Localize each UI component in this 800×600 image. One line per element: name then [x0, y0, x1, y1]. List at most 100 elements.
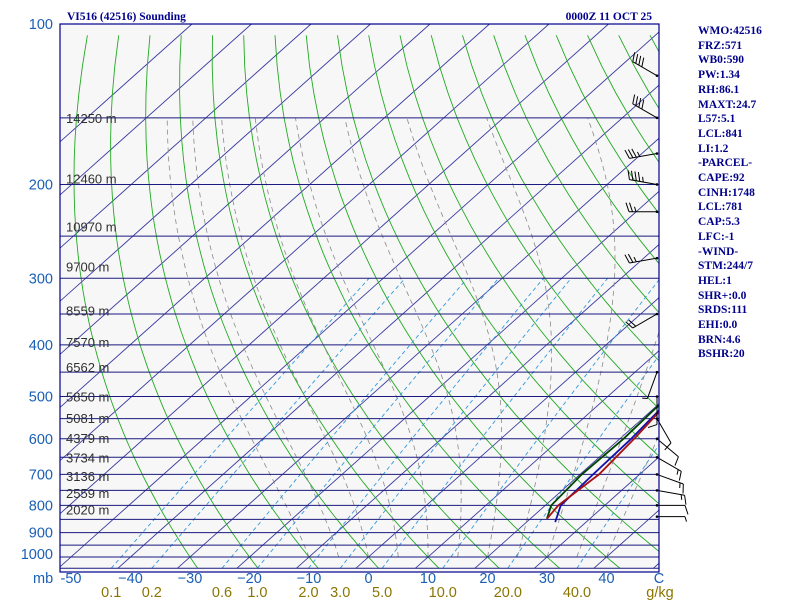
stat-line: -WIND- — [698, 245, 739, 258]
moist-adiabat — [486, 117, 552, 558]
mixing-ratio-line — [308, 278, 544, 569]
mixing-ratio-line — [381, 278, 608, 569]
stat-line: -PARCEL- — [698, 157, 753, 170]
mixing-ratio-line — [151, 278, 406, 569]
mixing-ratio-label: 3.0 — [330, 585, 350, 600]
mixing-ratio-line — [576, 444, 659, 569]
mixing-ratio-line — [110, 277, 370, 569]
height-label: 3136 m — [66, 469, 109, 484]
moist-adiabat — [192, 117, 340, 558]
pressure-tick-label: 300 — [29, 271, 53, 287]
height-label: 5081 m — [66, 411, 109, 426]
dry-adiabat — [493, 35, 659, 314]
height-label: 7570 m — [66, 335, 109, 350]
isotherm-line — [177, 137, 659, 569]
temperature-trace-line — [546, 410, 659, 520]
mixing-ratio-line — [221, 278, 468, 569]
dry-adiabat — [524, 35, 659, 265]
pressure-tick-label: 700 — [29, 467, 53, 483]
plot-area — [60, 24, 659, 569]
stat-line: LFC:-1 — [698, 230, 735, 243]
height-label: 9700 m — [66, 259, 109, 274]
wind-barb — [655, 504, 689, 515]
mixing-ratio-line — [339, 278, 572, 569]
wind-barb — [655, 437, 679, 466]
stat-line: LCL:841 — [698, 127, 743, 140]
isotherm-line — [534, 456, 659, 569]
isotherm-line — [60, 24, 312, 249]
temperature-tick-label: −20 — [237, 571, 262, 587]
valid-time: 0000Z 11 OCT 25 — [566, 11, 653, 23]
stat-line: PW:1.34 — [698, 69, 740, 82]
height-label: 10970 m — [66, 220, 117, 235]
stat-line: BSHR:20 — [698, 348, 745, 361]
pressure-tick-label: 800 — [29, 498, 53, 514]
chart-title: VI516 (42516) Sounding — [67, 11, 186, 23]
temperature-tick-label: 0 — [364, 571, 372, 587]
dry-adiabat — [274, 35, 560, 569]
dry-adiabat — [337, 35, 659, 552]
wind-barb — [625, 312, 659, 329]
temperature-tick-label: −30 — [178, 571, 203, 587]
dry-adiabat — [462, 35, 659, 362]
height-label: 14250 m — [66, 111, 117, 126]
isotherm-line — [60, 24, 490, 409]
height-label: 2559 m — [66, 486, 109, 501]
height-label: 12460 m — [66, 172, 117, 187]
dry-adiabat — [145, 35, 319, 569]
pressure-tick-label: 900 — [29, 526, 53, 542]
temperature-tick-label: 10 — [420, 571, 436, 587]
stat-line: WMO:42516 — [698, 25, 762, 37]
mixing-ratio-unit: g/kg — [646, 585, 673, 600]
pressure-tick-label: 100 — [29, 17, 53, 33]
mixing-ratio-label: 5.0 — [372, 585, 392, 600]
height-label: 8559 m — [66, 304, 109, 319]
temperature-unit-label: C — [654, 571, 664, 587]
stats-panel: WMO:42516 FRZ:571 WB0:590 PW:1.34 RH:86.1 MAX… — [698, 24, 798, 362]
isotherm-line — [60, 24, 550, 462]
dry-adiabat — [368, 35, 659, 505]
wind-barb — [632, 52, 659, 77]
mixing-ratio-line — [442, 279, 659, 569]
stat-line: SHR+:0.0 — [698, 289, 747, 302]
isotherm-line — [474, 403, 659, 569]
temperature-tick-label: 20 — [479, 571, 495, 587]
pressure-tick-label: 500 — [29, 390, 53, 406]
moist-adiabat — [606, 434, 659, 558]
stat-line: MAXT:24.7 — [698, 98, 757, 111]
pressure-unit-label: mb — [33, 571, 53, 587]
stat-line: BRN:4.6 — [698, 333, 741, 346]
wind-barb — [655, 455, 682, 481]
dry-adiabat — [179, 35, 380, 569]
stat-line: LCL:781 — [698, 201, 743, 214]
isotherm-line — [355, 297, 659, 569]
dry-adiabat — [243, 35, 500, 569]
wind-barb — [642, 370, 659, 399]
stat-line: FRZ:571 — [698, 39, 743, 52]
moist-adiabat — [546, 117, 616, 558]
height-label: 5850 m — [66, 390, 109, 405]
stat-line: EHI:0.0 — [698, 319, 738, 332]
mixing-ratio-label: 0.6 — [212, 585, 232, 600]
isotherm-line — [60, 24, 193, 143]
dewpoint-trace-line — [546, 403, 659, 520]
plot-frame — [59, 23, 660, 573]
moist-adiabat — [295, 117, 429, 557]
moist-adiabat — [576, 330, 659, 558]
stat-line: LI:1.2 — [698, 142, 729, 155]
mixing-ratio-label: 2.0 — [298, 585, 318, 600]
moist-adiabat — [406, 117, 502, 558]
isotherm-line — [117, 84, 659, 569]
pressure-tick-label: 200 — [29, 177, 53, 193]
mixing-ratio-line — [507, 354, 659, 569]
dry-adiabat — [73, 35, 199, 569]
moist-adiabat — [344, 117, 462, 558]
dry-adiabat — [110, 35, 259, 569]
height-label: 3734 m — [66, 450, 109, 465]
stat-line: RH:86.1 — [698, 83, 740, 96]
stat-line: STM:244/7 — [698, 260, 753, 273]
isotherm-line — [60, 24, 252, 196]
wind-barb — [655, 489, 687, 505]
temperature-tick-label: 40 — [598, 571, 614, 587]
